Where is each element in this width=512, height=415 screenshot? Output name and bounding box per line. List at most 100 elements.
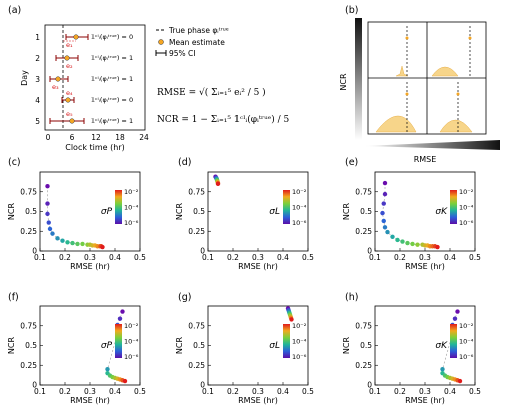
y-tick-label: 0.75 (188, 321, 205, 330)
panel-a-xticks: 0 6 12 18 24 (46, 133, 149, 142)
x-axis-label: RMSE (hr) (70, 396, 110, 405)
y-tick-label: 0.5 (360, 207, 372, 216)
panel-label-c: (c) (8, 157, 21, 168)
x-tick-label: 0.1 (202, 253, 214, 262)
data-point (382, 225, 388, 230)
data-point (381, 218, 386, 224)
axes-frame (374, 171, 476, 252)
ytick: 2 (35, 54, 40, 63)
legend-mean-swatch (158, 39, 164, 45)
colorbar-tick: 10⁻² (124, 188, 139, 196)
y-tick-label: 0.5 (193, 207, 205, 216)
x-tick-label: 0.4 (109, 253, 121, 262)
density-wide (431, 66, 459, 77)
x-tick-label: 0.2 (227, 253, 239, 262)
data-point (215, 181, 221, 187)
x-tick-label: 0.5 (469, 387, 481, 396)
x-tick-label: 0.4 (109, 387, 121, 396)
y-tick-label: 0.25 (355, 361, 372, 370)
panel-label-h: (h) (345, 292, 358, 303)
mean-estimate-point (64, 55, 70, 61)
data-point (100, 244, 105, 250)
panel-a-xlabel: Clock time (hr) (65, 143, 125, 152)
colorbar-tick: 10⁻⁴ (124, 338, 139, 346)
colorbar (115, 190, 122, 224)
xtick: 12 (91, 133, 101, 142)
x-tick-label: 0.5 (134, 387, 146, 396)
y-tick-label: 0 (32, 247, 37, 256)
x-tick-label: 0.3 (252, 253, 264, 262)
data-point (455, 309, 460, 314)
panel-b-ylabel: NCR (339, 73, 348, 91)
y-tick-label: 0.5 (25, 341, 37, 350)
x-tick-label: 0.3 (419, 387, 431, 396)
data-point (457, 378, 463, 384)
density-sharp (395, 65, 409, 77)
panel-f: 0.1 0.2 0.3 0.4 0.5 0 0.25 0.5 0.75 RMSE (hr) NCR 1… (7, 305, 146, 405)
density-wide (375, 115, 417, 133)
colorbar (283, 324, 290, 358)
y-tick-label: 0.5 (360, 341, 372, 350)
x-tick-label: 0.4 (277, 387, 289, 396)
data-point (80, 241, 85, 247)
data-point (400, 239, 405, 244)
indicator-label: 𝟙ᶜᴵᵢ(φᵢᵗʳᵘᵉ) = 1 (91, 54, 133, 62)
y-axis-label: NCR (7, 337, 16, 355)
x-tick-label: 0.4 (444, 253, 456, 262)
error-label: e₁ (66, 41, 73, 49)
y-tick-label: 0.25 (355, 227, 372, 236)
x-tick-label: 0.3 (252, 387, 264, 396)
sigma-label: σL (269, 207, 280, 217)
sigma-label: σL (269, 341, 280, 351)
axes-frame (207, 171, 309, 252)
colorbar-tick: 10⁻⁶ (124, 353, 139, 361)
data-point (385, 229, 390, 235)
data-point (50, 231, 55, 236)
colorbar-tick: 10⁻⁴ (124, 204, 139, 212)
rmse-formula: RMSE = √( Σᵢ₌₁⁵ eᵢ² / 5 ) (157, 87, 266, 98)
y-tick-label: 0 (200, 247, 205, 256)
panel-a-frame (44, 24, 146, 131)
colorbar (115, 324, 122, 358)
data-point (380, 210, 385, 216)
data-point (395, 237, 400, 243)
day-1: e₁ 𝟙ᶜᴵᵢ(φᵢᵗʳᵘᵉ) = 0 (63, 33, 133, 49)
xtick: 18 (115, 133, 125, 142)
sigma-label: σK (435, 341, 448, 351)
x-tick-label: 0.2 (59, 253, 71, 262)
x-tick-label: 0.1 (369, 387, 381, 396)
x-axis-label: RMSE (hr) (405, 262, 445, 271)
y-axis-label: NCR (342, 203, 351, 221)
data-point (55, 236, 60, 241)
xtick: 0 (46, 133, 51, 142)
indicator-label: 𝟙ᶜᴵᵢ(φᵢᵗʳᵘᵉ) = 1 (91, 75, 133, 83)
data-point (117, 316, 123, 321)
panel-c: 0.1 0.2 0.3 0.4 0.5 0 0.25 0.5 0.75 RMSE (hr) NCR 1… (7, 171, 146, 271)
error-label: e₂ (66, 62, 73, 70)
panel-label-f: (f) (8, 292, 19, 303)
axes-frame (39, 305, 141, 386)
colorbar-tick: 10⁻⁴ (459, 204, 474, 212)
colorbar-tick: 10⁻⁶ (124, 219, 139, 227)
y-axis-label: NCR (7, 203, 16, 221)
panel-b: NCR RMSE (339, 18, 500, 164)
y-axis-label: NCR (175, 203, 184, 221)
data-point (390, 234, 395, 239)
x-tick-label: 0.1 (202, 387, 214, 396)
legend-ci: 95% CI (169, 49, 196, 58)
data-point (435, 244, 440, 250)
x-tick-label: 0.3 (84, 387, 96, 396)
x-axis-label: RMSE (hr) (238, 396, 278, 405)
data-point (381, 201, 386, 206)
panel-label-e: (e) (345, 157, 358, 168)
y-tick-label: 0.25 (20, 361, 37, 370)
data-point (410, 241, 415, 247)
mean-estimate-point (73, 34, 79, 40)
y-tick-label: 0.75 (20, 187, 37, 196)
y-tick-label: 0.25 (20, 227, 37, 236)
x-tick-label: 0.2 (394, 253, 406, 262)
sigma-label: σK (435, 207, 448, 217)
data-point (75, 241, 80, 247)
mean-estimate-point (55, 76, 61, 82)
